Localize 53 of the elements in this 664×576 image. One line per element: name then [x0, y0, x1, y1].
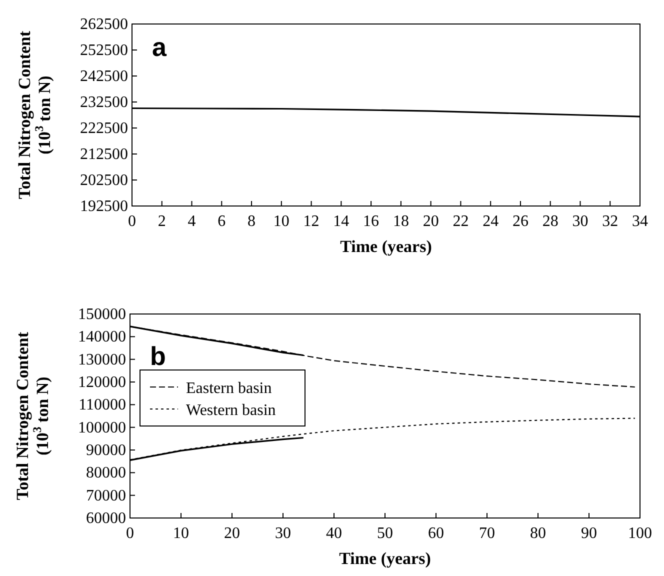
- x-tick-label: 10: [173, 525, 189, 542]
- x-tick-label: 50: [377, 525, 393, 542]
- x-axis-title: Time (years): [339, 549, 431, 568]
- x-tick-label: 70: [479, 525, 495, 542]
- x-tick-label: 90: [581, 525, 597, 542]
- x-tick-label: 100: [628, 525, 652, 542]
- x-tick-label: 34: [632, 213, 648, 230]
- x-tick-label: 4: [188, 213, 196, 230]
- y-tick-label: 90000: [86, 442, 126, 459]
- x-tick-label: 80: [530, 525, 546, 542]
- x-tick-label: 6: [218, 213, 226, 230]
- y-tick-label: 60000: [86, 510, 126, 527]
- x-tick-label: 10: [273, 213, 290, 230]
- x-tick-label: 0: [126, 525, 134, 542]
- y-tick-label: 100000: [78, 419, 126, 436]
- x-tick-label: 24: [482, 213, 499, 230]
- x-tick-label: 20: [224, 525, 240, 542]
- y-tick-label: 192500: [80, 198, 128, 215]
- x-tick-label: 14: [333, 213, 350, 230]
- y-tick-label: 212500: [80, 146, 128, 163]
- x-tick-label: 0: [128, 213, 136, 230]
- y-tick-label: 262500: [80, 16, 128, 33]
- y-tick-label: 140000: [78, 328, 126, 346]
- x-tick-label: 20: [422, 213, 439, 230]
- y-tick-label: 120000: [78, 374, 126, 391]
- x-tick-label: 12: [303, 213, 320, 230]
- x-tick-label: 30: [275, 525, 291, 542]
- x-tick-label: 8: [248, 213, 256, 230]
- y-tick-label: 70000: [86, 487, 126, 504]
- y-tick-label: 242500: [80, 68, 128, 85]
- annotation: a: [152, 32, 167, 62]
- y-tick-label: 150000: [78, 306, 126, 323]
- x-tick-label: 18: [392, 213, 409, 230]
- y-tick-label: 222500: [80, 120, 128, 137]
- x-axis-title: Time (years): [340, 237, 432, 256]
- y-tick-label: 252500: [80, 42, 128, 59]
- x-tick-label: 28: [542, 213, 558, 230]
- x-tick-label: 22: [452, 213, 469, 230]
- x-tick-label: 40: [326, 525, 342, 542]
- x-tick-label: 60: [428, 525, 444, 542]
- x-tick-label: 26: [512, 213, 528, 230]
- y-tick-label: 80000: [86, 464, 126, 482]
- y-tick-label: 202500: [80, 172, 128, 189]
- y-tick-label: 130000: [78, 351, 126, 368]
- legend-label: Eastern basin: [186, 380, 272, 397]
- x-tick-label: 30: [572, 213, 588, 230]
- y-tick-label: 232500: [80, 94, 128, 111]
- x-tick-label: 2: [158, 213, 166, 230]
- legend-label: Western basin: [186, 402, 276, 419]
- y-tick-label: 110000: [78, 396, 126, 414]
- x-tick-label: 16: [363, 213, 380, 230]
- x-tick-label: 32: [602, 213, 618, 230]
- annotation: b: [150, 341, 166, 371]
